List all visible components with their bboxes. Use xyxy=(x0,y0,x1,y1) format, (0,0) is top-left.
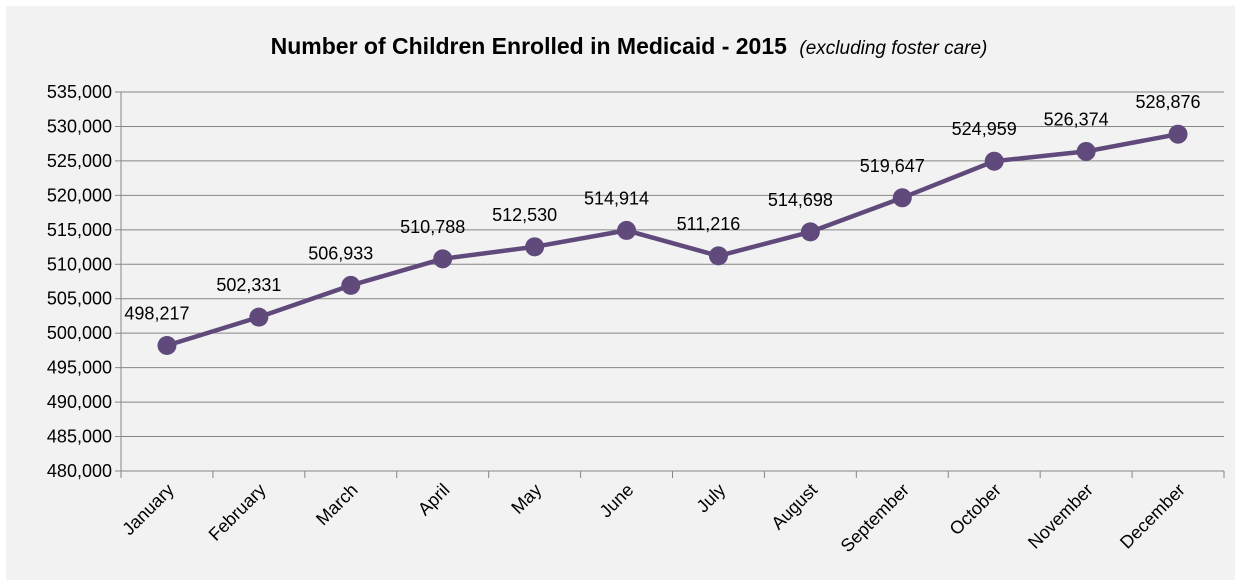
data-label: 528,876 xyxy=(1136,92,1201,112)
y-tick-label: 535,000 xyxy=(47,82,112,102)
data-point xyxy=(1076,141,1096,161)
data-label: 511,216 xyxy=(677,214,741,234)
x-tick-label: December xyxy=(1116,480,1189,553)
x-tick-label: January xyxy=(118,480,177,539)
axes: 480,000 485,000 490,000 495,000 500,000 505,0… xyxy=(47,82,1225,556)
data-label: 510,788 xyxy=(400,217,465,237)
chart-title-subtitle: (excluding foster care) xyxy=(799,38,987,59)
data-label: 498,217 xyxy=(124,303,189,323)
y-tick-label: 505,000 xyxy=(47,289,112,309)
x-tick-label: November xyxy=(1024,480,1097,553)
x-tick-label: September xyxy=(837,480,913,556)
data-point xyxy=(341,275,361,295)
y-tick-label: 480,000 xyxy=(47,461,112,481)
x-tick-label: July xyxy=(693,480,730,517)
data-point xyxy=(892,188,912,208)
y-tick-label: 500,000 xyxy=(47,323,112,343)
data-point xyxy=(617,220,637,240)
data-label: 512,530 xyxy=(492,205,557,225)
x-tick-label: October xyxy=(946,480,1005,539)
data-point xyxy=(984,151,1004,171)
data-label: 526,374 xyxy=(1044,109,1109,129)
y-tick-label: 495,000 xyxy=(47,358,112,378)
data-label: 514,698 xyxy=(768,190,833,210)
data-point xyxy=(157,335,177,355)
data-point xyxy=(525,237,545,257)
chart-title: Number of Children Enrolled in Medicaid … xyxy=(271,33,988,59)
data-label: 519,647 xyxy=(860,156,925,176)
data-label: 524,959 xyxy=(952,119,1017,139)
y-tick-label: 520,000 xyxy=(47,185,112,205)
data-point xyxy=(249,307,269,327)
x-tick-label: March xyxy=(312,480,362,530)
x-tick-label: April xyxy=(414,480,454,520)
y-tick-label: 485,000 xyxy=(47,427,112,447)
y-tick-label: 530,000 xyxy=(47,116,112,136)
chart-area: Number of Children Enrolled in Medicaid … xyxy=(6,6,1235,580)
chart-title-main: Number of Children Enrolled in Medicaid … xyxy=(271,33,788,59)
data-label: 514,914 xyxy=(584,188,649,208)
data-labels: 498,217 502,331 506,933 510,788 512,530 514,9… xyxy=(124,92,1200,323)
y-tick-label: 490,000 xyxy=(47,392,112,412)
data-point xyxy=(433,249,453,269)
y-tick-label: 515,000 xyxy=(47,220,112,240)
chart-svg: Number of Children Enrolled in Medicaid … xyxy=(47,33,1225,556)
x-tick-label: May xyxy=(507,480,545,518)
y-tick-label: 525,000 xyxy=(47,151,112,171)
y-tick-label: 510,000 xyxy=(47,254,112,274)
data-point xyxy=(708,246,728,266)
data-label: 502,331 xyxy=(216,275,281,295)
data-label: 506,933 xyxy=(308,243,373,263)
data-point xyxy=(800,222,820,242)
x-tick-label: June xyxy=(596,480,638,522)
x-tick-label: August xyxy=(767,480,821,534)
data-point xyxy=(1168,124,1188,144)
series-line xyxy=(166,131,1179,348)
x-tick-label: February xyxy=(205,480,270,545)
series-enrollment xyxy=(157,124,1188,355)
gridlines xyxy=(121,91,1224,472)
